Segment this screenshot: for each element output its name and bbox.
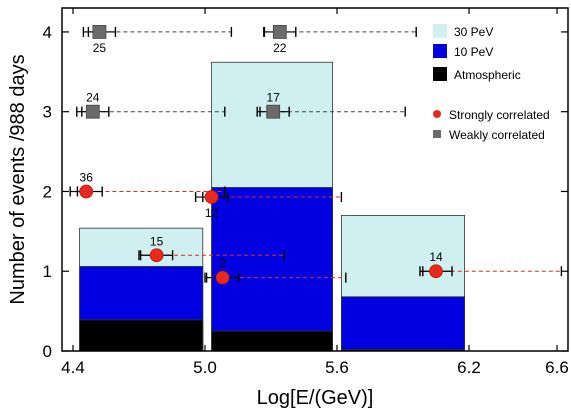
legend-swatch [433, 24, 447, 38]
legend-label: Atmospheric [454, 68, 521, 82]
marker-square [266, 104, 281, 119]
point-label: 36 [80, 170, 94, 184]
y-tick-label: 3 [43, 103, 52, 122]
bar-10pev-2 [340, 296, 465, 352]
y-tick-label: 2 [43, 182, 52, 201]
point-label: 12 [205, 206, 219, 220]
histogram-bars [79, 61, 465, 352]
legend-swatch [433, 67, 447, 81]
strong-point-15: 15 [138, 234, 285, 263]
point-label: 22 [273, 41, 287, 55]
marker-square [85, 104, 100, 119]
marker-circle [215, 270, 230, 285]
strong-point-36: 36 [69, 170, 226, 199]
legend-swatch [433, 44, 447, 58]
strong-point-2: 2 [204, 257, 347, 285]
data-series: 36 12 15 2 14 25 22 24 17 [69, 25, 563, 285]
x-tick-label: 4.4 [61, 358, 85, 377]
y-tick-label: 4 [43, 23, 52, 42]
point-label: 2 [219, 257, 226, 271]
legend-label: Strongly correlated [449, 108, 550, 122]
bar-10pev-1 [211, 187, 334, 352]
bar-atmospheric-0 [79, 319, 204, 352]
weak-point-24: 24 [76, 91, 226, 119]
marker-circle [204, 190, 219, 204]
marker-circle [149, 248, 164, 263]
legend: 30 PeV 10 PeV Atmospheric Strongly correlat… [433, 24, 550, 142]
y-axis-title: Number of events /988 days [7, 54, 29, 304]
strong-point-12: 12 [194, 190, 343, 220]
marker-circle [429, 264, 443, 279]
legend-item-1: 10 PeV [433, 44, 493, 59]
weak-point-25: 25 [82, 25, 233, 55]
legend-item-0: 30 PeV [433, 24, 493, 39]
weak-point-22: 22 [263, 25, 417, 55]
point-label: 14 [429, 250, 443, 264]
x-axis-title: Log[E/(GeV)] [257, 387, 374, 409]
y-tick-label: 0 [43, 342, 52, 361]
y-tick-label: 1 [43, 262, 52, 281]
legend-item-2: Atmospheric [433, 67, 521, 82]
point-label: 17 [267, 91, 281, 105]
x-tick-label: 6.6 [545, 358, 569, 377]
x-tick-label: 6.2 [457, 358, 481, 377]
bar-atmospheric-1 [211, 330, 334, 352]
point-label: 15 [150, 234, 164, 248]
point-label: 25 [93, 41, 107, 55]
legend-item-3: Strongly correlated [433, 108, 550, 122]
legend-item-4: Weakly correlated [433, 128, 545, 142]
strong-point-14: 14 [419, 250, 563, 279]
plot-frame [61, 7, 569, 352]
legend-marker [433, 110, 441, 118]
weak-point-17: 17 [256, 91, 406, 119]
x-tick-label: 5.0 [193, 358, 217, 377]
marker-square [272, 25, 287, 39]
legend-label: Weakly correlated [449, 128, 545, 142]
legend-label: 30 PeV [454, 25, 493, 39]
marker-square [92, 25, 107, 39]
x-tick-label: 5.6 [325, 358, 349, 377]
legend-marker [433, 130, 441, 138]
legend-label: 10 PeV [454, 45, 493, 59]
marker-circle [79, 184, 94, 199]
point-label: 24 [86, 91, 100, 105]
